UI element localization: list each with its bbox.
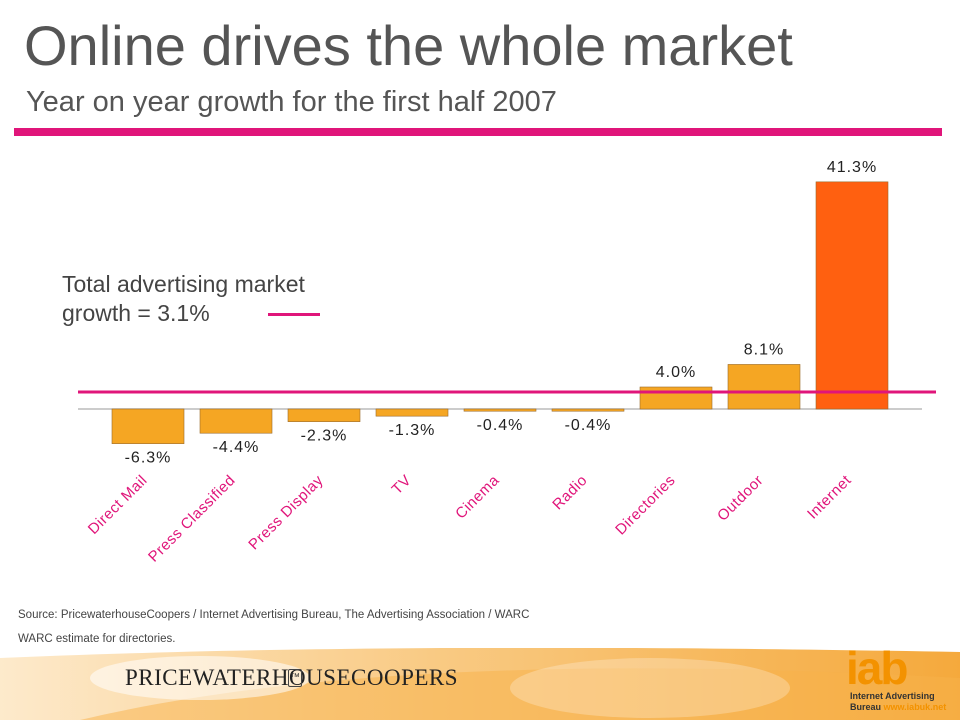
bar-0 bbox=[111, 408, 185, 444]
category-label-0: Direct Mail bbox=[85, 472, 151, 538]
bar-7 bbox=[727, 364, 801, 410]
bar-1 bbox=[199, 408, 273, 434]
value-label-5: -0.4% bbox=[565, 417, 612, 434]
category-label-4: Cinema bbox=[452, 472, 503, 523]
iab-logo-line1: Internet Advertising bbox=[850, 691, 935, 701]
value-label-0: -6.3% bbox=[125, 450, 172, 467]
value-label-3: -1.3% bbox=[389, 422, 436, 439]
value-label-1: -4.4% bbox=[213, 439, 260, 456]
pwc-logo-mark: ™ bbox=[288, 669, 302, 687]
total-market-growth-line1: Total advertising market bbox=[62, 271, 305, 297]
total-growth-legend-line bbox=[268, 313, 320, 316]
iab-logo-url: www.iabuk.net bbox=[883, 702, 947, 712]
value-label-4: -0.4% bbox=[477, 417, 524, 434]
slide-title: Online drives the whole market bbox=[24, 14, 793, 77]
bar-4 bbox=[463, 408, 537, 412]
category-label-7: Outdoor bbox=[714, 472, 767, 525]
footer-decoration bbox=[0, 648, 960, 720]
iab-logo-bureau: Bureau bbox=[850, 702, 884, 712]
bar-chart: -6.3% Direct Mail -4.4% Press Classified -2.… bbox=[78, 159, 936, 566]
total-market-growth-label: Total advertising market growth = 3.1% bbox=[62, 270, 305, 328]
iab-logo-line2: Bureau www.iabuk.net bbox=[850, 702, 946, 712]
estimate-note: WARC estimate for directories. bbox=[18, 633, 176, 645]
value-label-7: 8.1% bbox=[744, 341, 784, 358]
bar-6 bbox=[639, 386, 713, 410]
category-label-5: Radio bbox=[549, 472, 591, 514]
category-label-2: Press Display bbox=[245, 472, 326, 553]
bar-2 bbox=[287, 408, 361, 422]
total-market-growth-line2: growth = 3.1% bbox=[62, 300, 210, 326]
iab-logo: iab Internet Advertising Bureau www.iabu… bbox=[846, 645, 956, 717]
category-label-3: TV bbox=[389, 472, 415, 498]
source-note: Source: PricewaterhouseCoopers / Interne… bbox=[18, 609, 530, 621]
category-label-1: Press Classified bbox=[145, 472, 239, 566]
iab-logo-word: iab bbox=[846, 642, 908, 694]
value-label-6: 4.0% bbox=[656, 364, 696, 381]
category-label-6: Directories bbox=[612, 472, 679, 539]
value-label-8: 41.3% bbox=[827, 159, 877, 176]
bar-8 bbox=[815, 181, 889, 410]
title-divider bbox=[14, 128, 942, 136]
slide-subtitle: Year on year growth for the first half 2… bbox=[26, 86, 557, 118]
category-label-8: Internet bbox=[804, 472, 855, 523]
value-label-2: -2.3% bbox=[301, 428, 348, 445]
bar-5 bbox=[551, 408, 625, 412]
bar-3 bbox=[375, 408, 449, 417]
